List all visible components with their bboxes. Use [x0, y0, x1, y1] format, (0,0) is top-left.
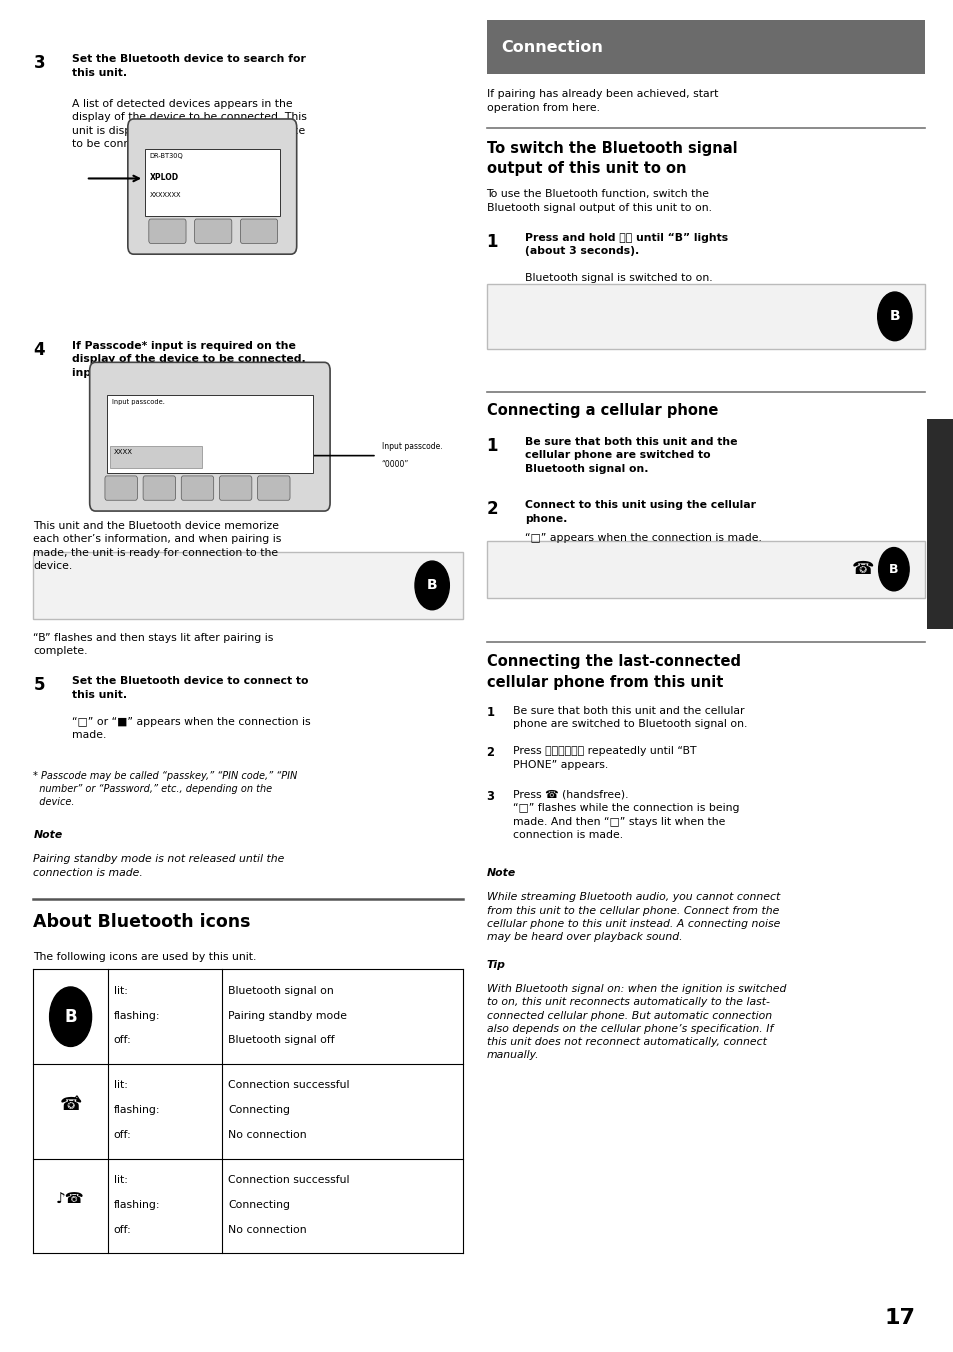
Text: XPLOD: XPLOD [150, 173, 179, 183]
Text: 4: 4 [33, 341, 45, 358]
Text: flashing:: flashing: [113, 1105, 160, 1115]
Text: Press and hold ⒷⓉ until “B” lights
(about 3 seconds).: Press and hold ⒷⓉ until “B” lights (abou… [524, 233, 727, 256]
Text: If Passcode* input is required on the
display of the device to be connected,
inp: If Passcode* input is required on the di… [71, 341, 305, 379]
Text: Connecting the last-connected
cellular phone from this unit: Connecting the last-connected cellular p… [486, 654, 740, 690]
Circle shape [415, 561, 449, 610]
Text: Press Ⓢⓞⓤⓡⓒⓔ repeatedly until “BT
PHONE” appears.: Press Ⓢⓞⓤⓡⓒⓔ repeatedly until “BT PHONE”… [513, 746, 696, 769]
Circle shape [50, 987, 91, 1046]
Bar [486, 541, 924, 598]
Text: A list of detected devices appears in the
display of the device to be connected.: A list of detected devices appears in th… [71, 99, 306, 150]
Text: DR-BT30Q: DR-BT30Q [150, 153, 183, 158]
Bar [926, 419, 953, 629]
Text: Connecting a cellular phone: Connecting a cellular phone [486, 403, 718, 418]
Text: Connection: Connection [500, 39, 602, 55]
Text: Be sure that both this unit and the
cellular phone are switched to
Bluetooth sig: Be sure that both this unit and the cell… [524, 437, 737, 475]
Text: To use the Bluetooth function, switch the
Bluetooth signal output of this unit t: To use the Bluetooth function, switch th… [486, 189, 711, 212]
Text: 2: 2 [486, 746, 494, 760]
Text: 3: 3 [33, 54, 45, 72]
FancyBboxPatch shape [90, 362, 330, 511]
Text: Be sure that both this unit and the cellular
phone are switched to Bluetooth sig: Be sure that both this unit and the cell… [513, 706, 747, 729]
Bar [486, 20, 924, 74]
Text: 1: 1 [486, 437, 497, 454]
Text: 2: 2 [486, 500, 497, 518]
Text: Input passcode.: Input passcode. [112, 399, 164, 404]
Text: No connection: No connection [228, 1130, 306, 1140]
Text: Connecting: Connecting [228, 1199, 290, 1210]
Text: 17: 17 [884, 1307, 915, 1328]
Text: ☎̂: ☎̂ [59, 1095, 82, 1114]
Text: Press ☎ (handsfree).
“□” flashes while the connection is being
made. And then “□: Press ☎ (handsfree). “□” flashes while t… [513, 790, 739, 841]
Text: While streaming Bluetooth audio, you cannot connect
from this unit to the cellul: While streaming Bluetooth audio, you can… [486, 892, 780, 942]
Text: Note: Note [486, 868, 516, 877]
Text: Connecting: Connecting [228, 1105, 290, 1115]
Text: flashing:: flashing: [113, 1199, 160, 1210]
Text: lit:: lit: [113, 1175, 128, 1184]
Text: B: B [426, 579, 437, 592]
Text: Input passcode.: Input passcode. [381, 442, 442, 452]
Bar [145, 149, 279, 216]
Text: Note: Note [33, 830, 63, 840]
Text: Bluetooth signal off: Bluetooth signal off [228, 1036, 335, 1045]
Text: Bluetooth signal on: Bluetooth signal on [228, 986, 334, 995]
FancyBboxPatch shape [149, 219, 186, 243]
Bar [110, 446, 202, 468]
FancyBboxPatch shape [143, 476, 175, 500]
Text: ♪☎: ♪☎ [56, 1191, 85, 1207]
Text: About Bluetooth icons: About Bluetooth icons [33, 913, 251, 930]
Text: XXXX: XXXX [113, 449, 132, 454]
Text: ☎: ☎ [851, 560, 874, 579]
Text: Pairing standby mode is not released until the
connection is made.: Pairing standby mode is not released unt… [33, 854, 284, 877]
FancyBboxPatch shape [128, 119, 296, 254]
Text: This unit and the Bluetooth device memorize
each other’s information, and when p: This unit and the Bluetooth device memor… [33, 521, 281, 572]
Text: off:: off: [113, 1130, 132, 1140]
Text: Set the Bluetooth device to search for
this unit.: Set the Bluetooth device to search for t… [71, 54, 305, 77]
Bar [107, 395, 313, 473]
Text: Bluetooth signal is switched to on.: Bluetooth signal is switched to on. [524, 273, 712, 283]
Text: To switch the Bluetooth signal
output of this unit to on: To switch the Bluetooth signal output of… [486, 141, 737, 176]
Text: Set the Bluetooth device to connect to
this unit.: Set the Bluetooth device to connect to t… [71, 676, 308, 699]
Circle shape [877, 292, 911, 341]
Text: No connection: No connection [228, 1225, 306, 1234]
Text: off:: off: [113, 1036, 132, 1045]
Text: If pairing has already been achieved, start
operation from here.: If pairing has already been achieved, st… [486, 89, 718, 112]
Text: 1: 1 [486, 233, 497, 250]
Text: 3: 3 [486, 790, 494, 803]
Text: With Bluetooth signal on: when the ignition is switched
to on, this unit reconne: With Bluetooth signal on: when the ignit… [486, 984, 785, 1060]
FancyBboxPatch shape [105, 476, 137, 500]
Text: 5: 5 [33, 676, 45, 694]
FancyBboxPatch shape [240, 219, 277, 243]
Text: * Passcode may be called “passkey,” “PIN code,” “PIN
  number” or “Password,” et: * Passcode may be called “passkey,” “PIN… [33, 771, 297, 807]
Bar [33, 552, 462, 619]
Text: Connection successful: Connection successful [228, 1080, 349, 1090]
Text: XXXXXXX: XXXXXXX [150, 192, 181, 197]
Text: B: B [64, 1007, 77, 1026]
Text: “□” or “■” appears when the connection is
made.: “□” or “■” appears when the connection i… [71, 717, 310, 740]
Text: off:: off: [113, 1225, 132, 1234]
Text: “0000”: “0000” [381, 460, 409, 469]
Text: 1: 1 [486, 706, 494, 719]
Text: B: B [888, 562, 898, 576]
FancyBboxPatch shape [219, 476, 252, 500]
Bar [486, 284, 924, 349]
Text: B: B [888, 310, 900, 323]
Text: “B” flashes and then stays lit after pairing is
complete.: “B” flashes and then stays lit after pai… [33, 633, 274, 656]
FancyBboxPatch shape [194, 219, 232, 243]
FancyBboxPatch shape [181, 476, 213, 500]
Text: Pairing standby mode: Pairing standby mode [228, 1010, 347, 1021]
Text: Connect to this unit using the cellular
phone.: Connect to this unit using the cellular … [524, 500, 755, 523]
Text: Connection successful: Connection successful [228, 1175, 349, 1184]
Text: flashing:: flashing: [113, 1010, 160, 1021]
FancyBboxPatch shape [257, 476, 290, 500]
Text: Tip: Tip [486, 960, 505, 969]
Text: “□” appears when the connection is made.: “□” appears when the connection is made. [524, 533, 760, 542]
Circle shape [878, 548, 908, 591]
Text: lit:: lit: [113, 1080, 128, 1090]
Text: The following icons are used by this unit.: The following icons are used by this uni… [33, 952, 256, 961]
Text: lit:: lit: [113, 986, 128, 995]
